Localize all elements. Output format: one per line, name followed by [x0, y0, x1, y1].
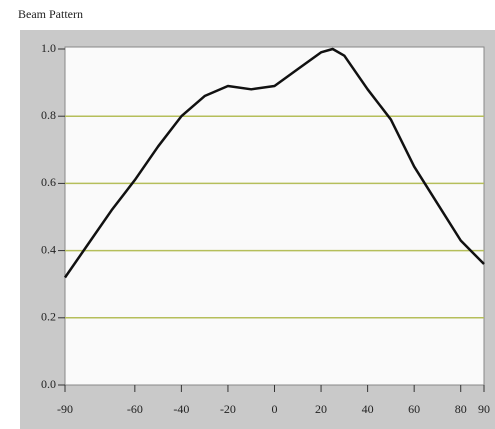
x-tick-label: 90	[478, 402, 490, 416]
plot-area	[64, 46, 485, 386]
y-tick-label: 0.6	[41, 175, 56, 189]
x-tick-label: -60	[127, 402, 143, 416]
chart-title: Beam Pattern	[18, 7, 83, 21]
x-tick-label: -40	[173, 402, 189, 416]
x-tick-label: 20	[315, 402, 327, 416]
y-tick-label: 0.0	[41, 377, 56, 391]
x-tick-label: 80	[455, 402, 467, 416]
x-tick-label: -90	[57, 402, 73, 416]
y-tick-label: 0.2	[41, 310, 56, 324]
y-tick-label: 0.4	[41, 242, 56, 256]
x-tick-label: 60	[408, 402, 420, 416]
y-tick-label: 0.8	[41, 108, 56, 122]
x-tick-label: -20	[220, 402, 236, 416]
x-tick-label: 40	[362, 402, 374, 416]
y-tick-label: 1.0	[41, 41, 56, 55]
line	[63, 47, 485, 279]
x-tick-label: 0	[272, 402, 278, 416]
